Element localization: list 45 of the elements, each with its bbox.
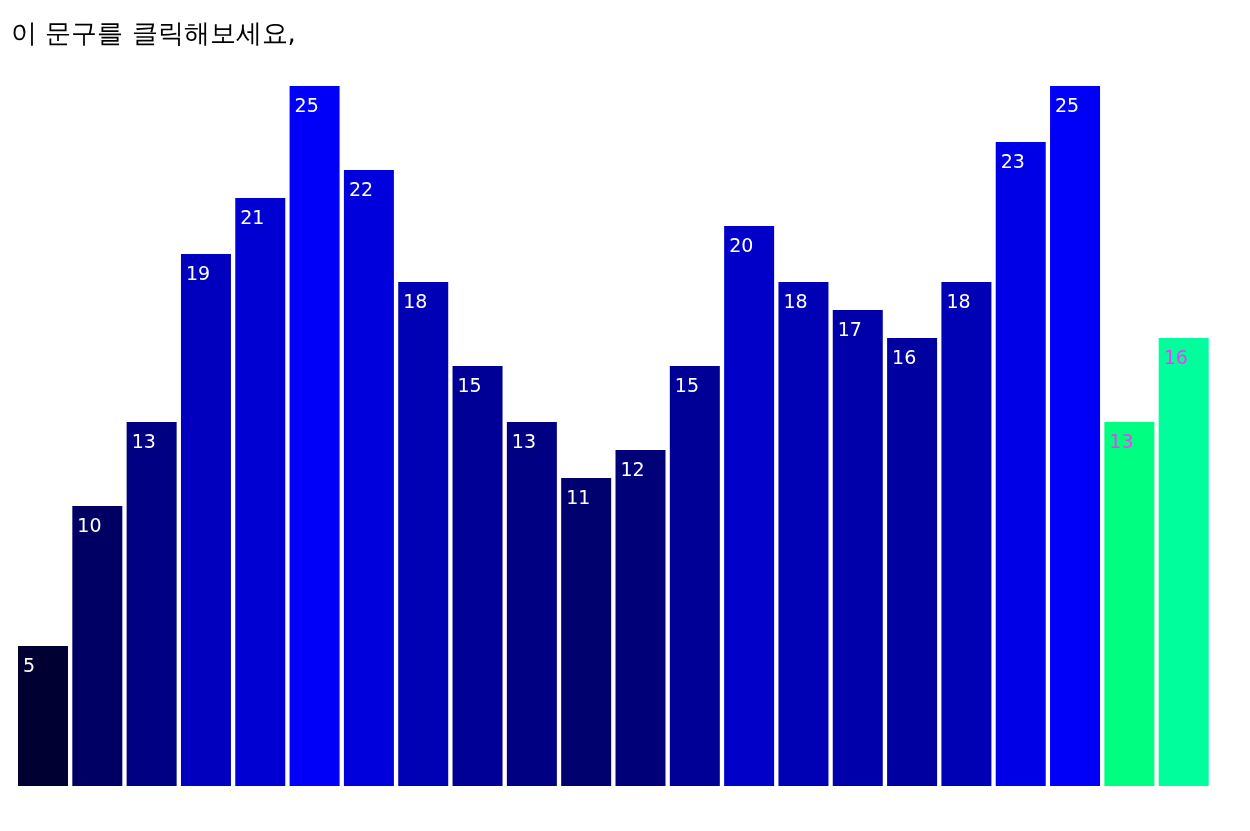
bar xyxy=(669,366,720,786)
bar xyxy=(343,170,394,786)
bar xyxy=(887,338,938,786)
data-label: 23 xyxy=(1000,150,1025,172)
bar xyxy=(18,646,68,786)
bar xyxy=(1158,338,1209,786)
bar xyxy=(1050,86,1101,786)
bar xyxy=(506,422,557,786)
bar xyxy=(72,506,123,786)
bar xyxy=(941,282,992,786)
data-label: 15 xyxy=(457,374,482,396)
bar xyxy=(778,282,829,786)
bar xyxy=(452,366,503,786)
data-label: 25 xyxy=(1055,94,1080,116)
bar xyxy=(615,450,666,786)
bar xyxy=(724,226,775,786)
data-label: 19 xyxy=(185,262,211,284)
data-label: 12 xyxy=(620,458,645,480)
data-label: 16 xyxy=(892,346,917,368)
data-label: 18 xyxy=(946,290,971,312)
data-label: 13 xyxy=(511,430,537,452)
bar xyxy=(398,282,449,786)
data-label: 17 xyxy=(837,318,862,340)
data-label: 13 xyxy=(1109,430,1134,452)
bar xyxy=(235,198,286,786)
data-label: 18 xyxy=(783,290,808,312)
data-label: 18 xyxy=(403,290,428,312)
bar xyxy=(561,478,612,786)
data-label: 5 xyxy=(23,654,36,676)
bar xyxy=(289,86,340,786)
data-label: 16 xyxy=(1163,346,1188,368)
data-label: 25 xyxy=(294,94,319,116)
bar xyxy=(1104,422,1155,786)
bar xyxy=(126,422,177,786)
data-label: 11 xyxy=(566,486,591,508)
data-label: 15 xyxy=(674,374,700,396)
data-label: 22 xyxy=(348,178,374,200)
data-label: 10 xyxy=(77,514,102,536)
bar xyxy=(832,310,883,786)
chart-title: 이 문구를 클릭해보세요, xyxy=(10,17,297,50)
data-label: 13 xyxy=(131,430,156,452)
data-label: 21 xyxy=(240,206,265,228)
data-label: 20 xyxy=(729,234,754,256)
bar xyxy=(180,254,231,786)
bar xyxy=(995,142,1046,786)
